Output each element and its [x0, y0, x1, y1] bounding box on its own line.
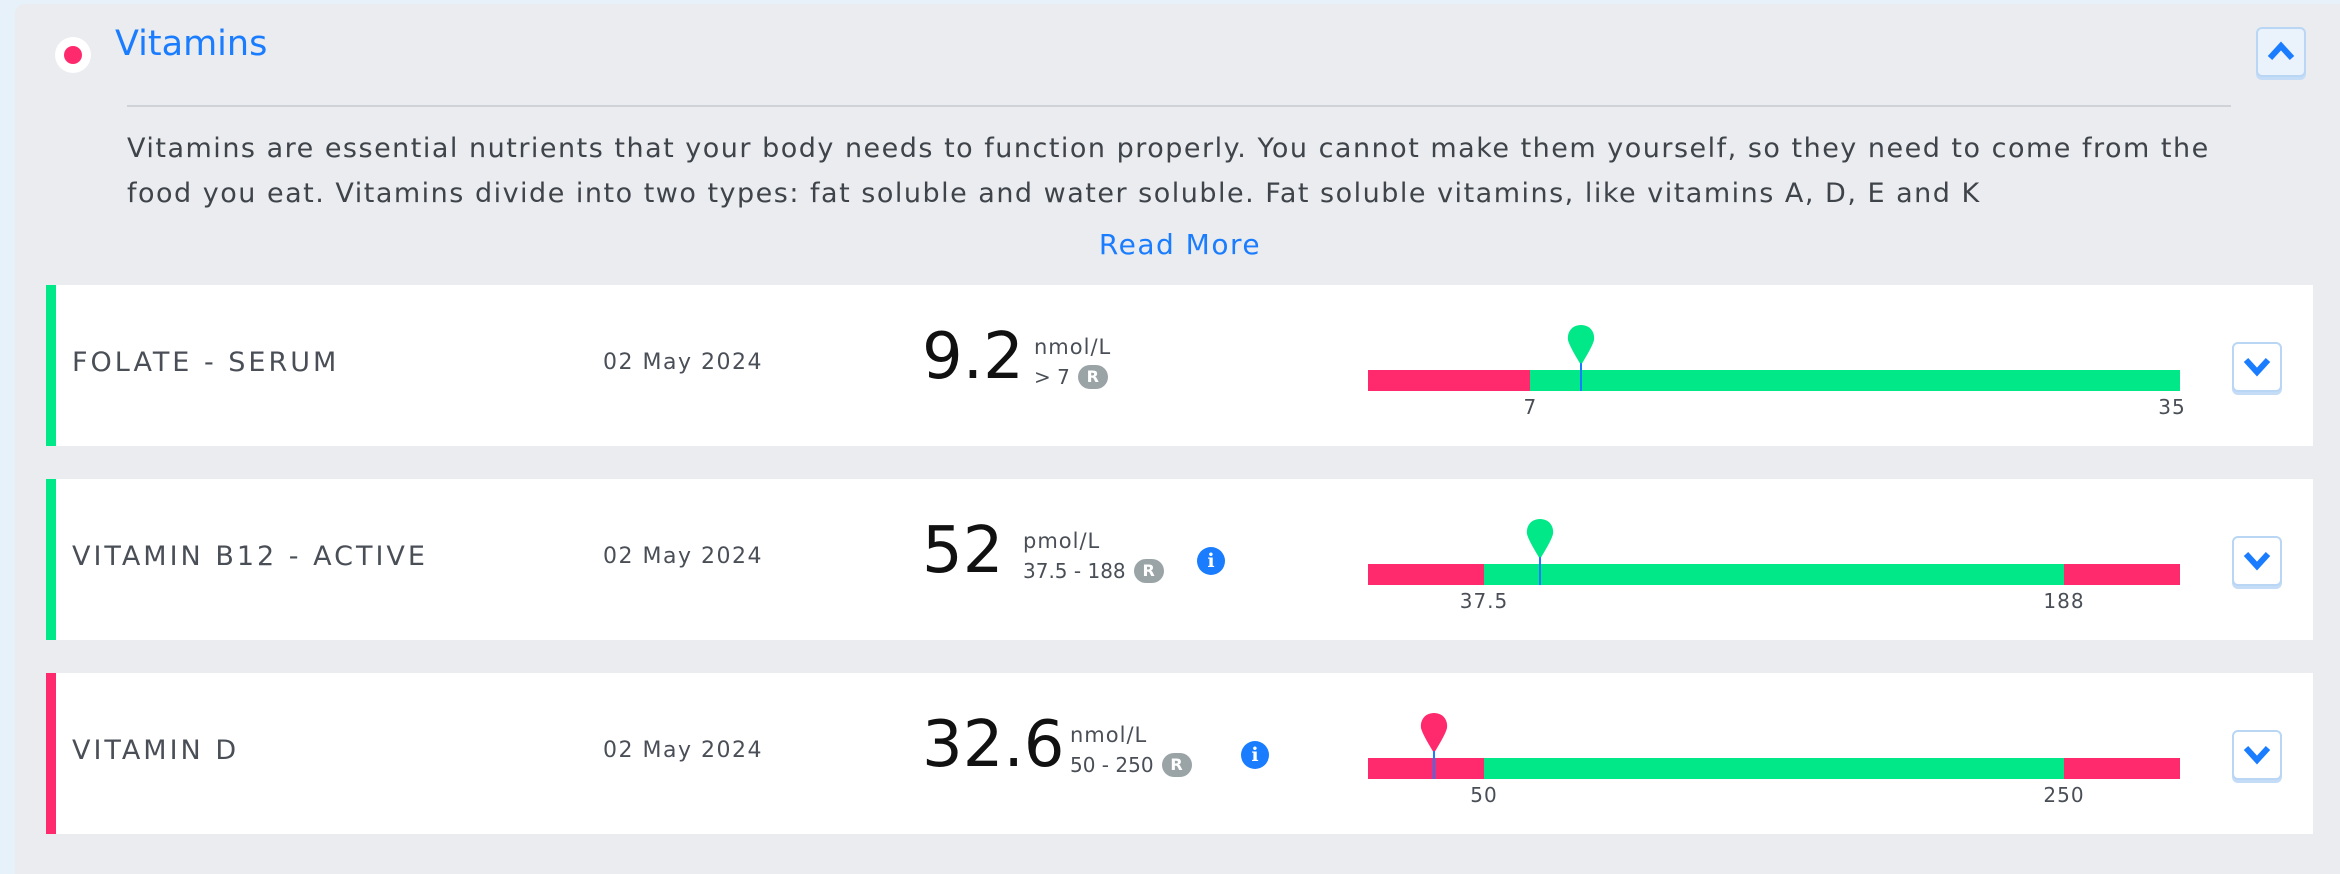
result-unit: nmol/L	[1070, 723, 1148, 747]
status-stripe	[46, 285, 56, 446]
info-icon[interactable]: i	[1241, 741, 1269, 769]
reference-range: 50 - 250	[1070, 753, 1154, 777]
range-gauge	[1368, 758, 2180, 779]
test-name: VITAMIN B12 - ACTIVE	[72, 541, 428, 572]
gauge-tick-label: 250	[2043, 783, 2085, 807]
chevron-down-icon	[2243, 357, 2271, 377]
result-value: 9.2	[922, 320, 1024, 394]
gauge-tick-label: 7	[1523, 395, 1538, 419]
expand-button[interactable]	[2232, 536, 2282, 586]
status-stripe	[46, 673, 56, 834]
gauge-high-segment	[2064, 758, 2180, 779]
gauge-tick-label: 50	[1470, 783, 1498, 807]
result-marker-pin-icon	[1526, 519, 1554, 585]
status-dot-icon	[55, 37, 91, 73]
gauge-tick-label: 37.5	[1459, 589, 1509, 613]
gauge-low-segment	[1368, 370, 1531, 391]
result-card: VITAMIN D 02 May 2024 32.6 nmol/L 50 - 2…	[46, 673, 2313, 834]
expand-button[interactable]	[2232, 730, 2282, 780]
result-card: FOLATE - SERUM 02 May 2024 9.2 nmol/L > …	[46, 285, 2313, 446]
result-marker-pin-icon	[1568, 325, 1595, 391]
result-card: VITAMIN B12 - ACTIVE 02 May 2024 52 pmol…	[46, 479, 2313, 640]
range-badge[interactable]: R	[1133, 559, 1164, 583]
result-value: 32.6	[922, 708, 1065, 782]
result-marker-pin-icon	[1420, 713, 1447, 779]
reference-range: > 7	[1034, 365, 1070, 389]
unit-range: pmol/L 37.5 - 188 R	[1023, 529, 1164, 583]
expand-button[interactable]	[2232, 342, 2282, 392]
gauge-low-segment	[1368, 564, 1484, 585]
test-date: 02 May 2024	[603, 738, 763, 763]
chevron-down-icon	[2243, 745, 2271, 765]
chevron-up-icon	[2267, 41, 2295, 61]
range-badge[interactable]: R	[1161, 753, 1192, 777]
gauge-low-segment	[1368, 758, 1484, 779]
section-title: Vitamins	[115, 24, 268, 64]
result-unit: nmol/L	[1034, 335, 1112, 359]
unit-range: nmol/L 50 - 250 R	[1070, 723, 1192, 777]
section-description: Vitamins are essential nutrients that yo…	[127, 133, 2210, 209]
collapse-button[interactable]	[2256, 27, 2306, 77]
reference-range: 37.5 - 188	[1023, 559, 1126, 583]
test-name: VITAMIN D	[72, 735, 240, 766]
range-gauge	[1368, 564, 2180, 585]
read-more-link[interactable]: Read More	[1098, 228, 1262, 261]
status-stripe	[46, 479, 56, 640]
gauge-tick-label: 35	[2158, 395, 2186, 419]
divider	[127, 105, 2231, 107]
range-badge[interactable]: R	[1077, 365, 1108, 389]
test-name: FOLATE - SERUM	[72, 347, 340, 378]
result-unit: pmol/L	[1023, 529, 1101, 553]
test-date: 02 May 2024	[603, 544, 763, 569]
gauge-normal-segment	[1484, 564, 2064, 585]
gauge-normal-segment	[1484, 758, 2064, 779]
result-value: 52	[922, 514, 1004, 588]
unit-range: nmol/L > 7 R	[1034, 335, 1111, 389]
info-icon[interactable]: i	[1197, 547, 1225, 575]
chevron-down-icon	[2243, 551, 2271, 571]
gauge-high-segment	[2064, 564, 2180, 585]
gauge-normal-segment	[1530, 370, 2180, 391]
gauge-tick-label: 188	[2043, 589, 2085, 613]
range-gauge	[1368, 370, 2180, 391]
test-date: 02 May 2024	[603, 350, 763, 375]
